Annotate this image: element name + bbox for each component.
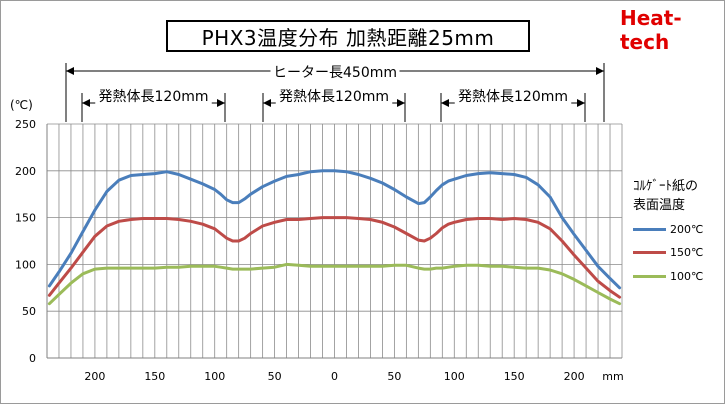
x-tick-label: 0 (331, 370, 338, 383)
x-tick-label: 200 (84, 370, 105, 383)
x-axis-unit: mm (602, 370, 623, 383)
series-line-1 (47, 169, 622, 290)
heat-segment-1-arrow-left (82, 99, 90, 107)
brand-logo-text: Heat-tech (620, 6, 682, 54)
chart-title: PHX3温度分布 加熱距離25mm (166, 20, 530, 52)
heat-segment-1-label: 発熱体長120mm (99, 89, 209, 105)
legend-swatch-150 (633, 250, 666, 254)
heater-length-label: ヒーター長450mm (273, 65, 397, 81)
grid-layer (46, 123, 623, 359)
y-tick-label: 250 (15, 118, 36, 131)
series-line-2 (47, 216, 622, 299)
y-tick-label: 100 (15, 258, 36, 271)
axis-layer: 0 50 100 150 200 250 200 150 100 50 0 50 100 150 200 mm (15, 118, 624, 383)
y-axis-unit: (℃) (10, 98, 33, 112)
legend-item-150: 150℃ (633, 245, 703, 259)
series-line-3 (47, 262, 622, 306)
heat-segment-3-arrow-right (577, 99, 585, 107)
x-tick-label: 50 (387, 370, 401, 383)
y-tick-label: 0 (29, 352, 36, 365)
annotation-layer: ヒーター長450mm 発熱体長120mm 発熱体長120mm 発熱体長120mm (65, 63, 605, 122)
heater-length-label-bg (270, 63, 400, 81)
legend-label-150: 150℃ (670, 245, 704, 259)
y-tick-label: 150 (15, 212, 36, 225)
y-tick-label: 200 (15, 165, 36, 178)
heat-segment-3-label: 発熱体長120mm (458, 89, 568, 105)
heater-length-arrow-left (66, 67, 74, 75)
series-layer (47, 169, 622, 306)
heat-segment-2-arrow-left (263, 99, 271, 107)
heat-segment-2-arrow-right (397, 99, 405, 107)
x-tick-label: 100 (204, 370, 225, 383)
legend-swatch-200 (633, 227, 666, 231)
x-tick-label: 100 (444, 370, 465, 383)
legend-title-line2: 表面温度 (633, 198, 686, 213)
legend-label-200: 200℃ (670, 222, 704, 236)
legend-label-100: 100℃ (670, 269, 704, 283)
heat-segment-3-arrow-left (441, 99, 449, 107)
legend-item-200: 200℃ (633, 222, 703, 236)
heat-segment-1-arrow-right (217, 99, 225, 107)
x-tick-label: 50 (268, 370, 282, 383)
y-tick-label: 50 (22, 305, 36, 318)
x-tick-label: 150 (504, 370, 525, 383)
legend-title-line1: ｺﾙｹﾞｰﾄ紙の (633, 179, 699, 194)
heat-segment-1-label-bg (95, 87, 212, 105)
legend-item-100: 100℃ (633, 269, 703, 283)
x-tick-label: 150 (144, 370, 165, 383)
x-tick-label: 200 (564, 370, 585, 383)
heat-segment-2-label-bg (275, 87, 393, 105)
legend-swatch-100 (633, 274, 666, 278)
heat-segment-3-label-bg (454, 87, 572, 105)
heat-segment-2-label: 発熱体長120mm (279, 89, 389, 105)
heater-length-arrow-right (596, 67, 604, 75)
